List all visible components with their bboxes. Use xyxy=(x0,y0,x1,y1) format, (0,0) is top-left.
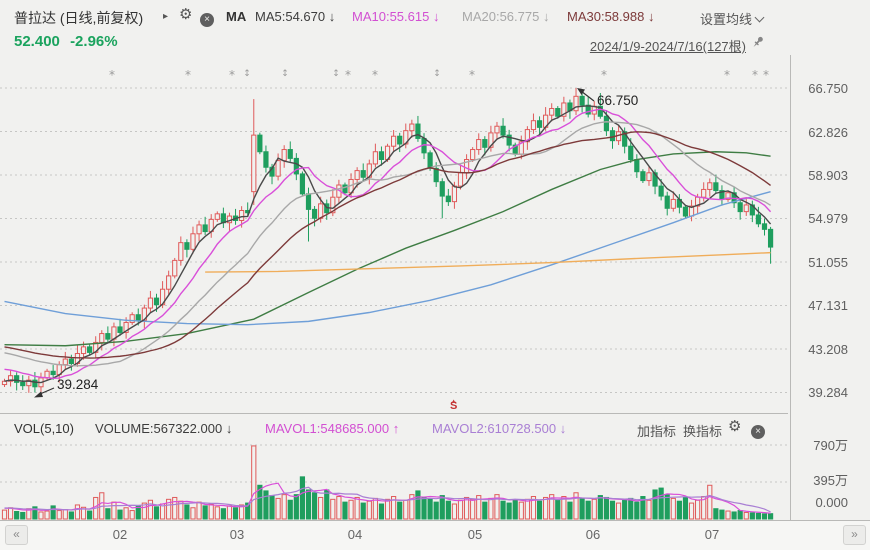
svg-text:*: * xyxy=(763,68,769,82)
ma-group-label: MA xyxy=(226,9,247,24)
price-axis-label: 54.979 xyxy=(808,211,848,226)
title-expand-caret-icon[interactable]: ▸ xyxy=(163,11,169,22)
add-indicator-button[interactable]: 加指标 xyxy=(637,424,677,439)
svg-text:*: * xyxy=(345,68,351,82)
volume-axis-label: 790万 xyxy=(813,438,848,453)
mavol2-legend: MAVOL2:610728.500 ↓ xyxy=(432,421,567,436)
svg-text:↕: ↕ xyxy=(433,69,441,79)
svg-text:*: * xyxy=(185,68,191,82)
volume-settings-gear-icon[interactable]: ⚙ xyxy=(728,417,742,435)
ma10-legend: MA10:55.615 ↓ xyxy=(352,9,440,24)
ma20-trend-arrow-icon: ↓ xyxy=(542,9,550,24)
price-axis-label: 39.284 xyxy=(808,385,848,400)
high-price-annotation: 66.750 xyxy=(597,93,639,108)
price-axis-label: 51.055 xyxy=(808,255,848,270)
price-axis-label: 62.826 xyxy=(808,125,848,140)
ma20-legend: MA20:56.775 ↓ xyxy=(462,9,550,24)
month-label: 07 xyxy=(704,527,720,542)
switch-indicator-button[interactable]: 换指标 xyxy=(683,424,723,439)
svg-text:↕: ↕ xyxy=(281,69,289,79)
price-axis-label: 66.750 xyxy=(808,81,848,96)
signal-marker: ▴ S xyxy=(450,398,458,412)
last-price-and-change: 52.400 -2.96% xyxy=(14,33,118,50)
pin-icon[interactable] xyxy=(751,35,766,55)
month-label: 04 xyxy=(347,527,363,542)
mavol1-legend: MAVOL1:548685.000 ↑ xyxy=(265,421,400,436)
svg-text:*: * xyxy=(109,68,115,82)
indicator-close-icon[interactable]: × xyxy=(200,9,214,27)
low-price-annotation: 39.284 xyxy=(57,377,99,392)
volume-close-icon[interactable]: × xyxy=(751,421,765,439)
month-label: 06 xyxy=(585,527,601,542)
ma5-trend-arrow-icon: ↓ xyxy=(328,9,336,24)
ma10-trend-arrow-icon: ↓ xyxy=(432,9,440,24)
svg-text:*: * xyxy=(601,68,607,82)
volume-legend: VOLUME:567322.000 ↓ xyxy=(95,421,233,436)
svg-text:↕: ↕ xyxy=(243,69,251,79)
svg-text:*: * xyxy=(372,68,378,82)
svg-text:*: * xyxy=(229,68,235,82)
month-label: 03 xyxy=(229,527,245,542)
volume-trend-arrow-icon: ↓ xyxy=(225,421,233,436)
volume-axis-label: 395万 xyxy=(813,473,848,488)
instrument-title: 普拉达 (日线,前复权) xyxy=(14,10,144,26)
up-caret-icon: ▴ xyxy=(451,398,456,405)
svg-text:↕: ↕ xyxy=(332,69,340,79)
ma-settings-button[interactable]: 设置均线 xyxy=(700,9,765,28)
x-axis-bar xyxy=(0,521,870,550)
price-axis-label: 43.208 xyxy=(808,342,848,357)
date-range-selector[interactable]: 2024/1/9-2024/7/16(127根) xyxy=(589,39,746,54)
mavol1-trend-arrow-icon: ↑ xyxy=(392,421,400,436)
month-label: 05 xyxy=(467,527,483,542)
svg-text:*: * xyxy=(752,68,758,82)
month-label: 02 xyxy=(112,527,128,542)
ma5-legend: MA5:54.670 ↓ xyxy=(255,9,336,24)
chevron-down-icon xyxy=(754,12,765,23)
ma30-trend-arrow-icon: ↓ xyxy=(647,9,655,24)
price-axis-label: 47.131 xyxy=(808,298,848,313)
change-percent: -2.96% xyxy=(70,33,118,50)
svg-text:*: * xyxy=(469,68,475,82)
svg-text:*: * xyxy=(724,68,730,82)
scroll-right-button[interactable]: » xyxy=(843,525,866,545)
chart-settings-gear-icon[interactable]: ⚙ xyxy=(179,5,193,23)
price-axis-label: 58.903 xyxy=(808,168,848,183)
ma30-legend: MA30:58.988 ↓ xyxy=(567,9,655,24)
mavol2-trend-arrow-icon: ↓ xyxy=(559,421,567,436)
volume-indicator-label: VOL(5,10) xyxy=(14,421,74,436)
last-price: 52.400 xyxy=(14,33,60,50)
volume-axis-label: 0.000 xyxy=(815,495,848,510)
scroll-left-button[interactable]: « xyxy=(5,525,28,545)
